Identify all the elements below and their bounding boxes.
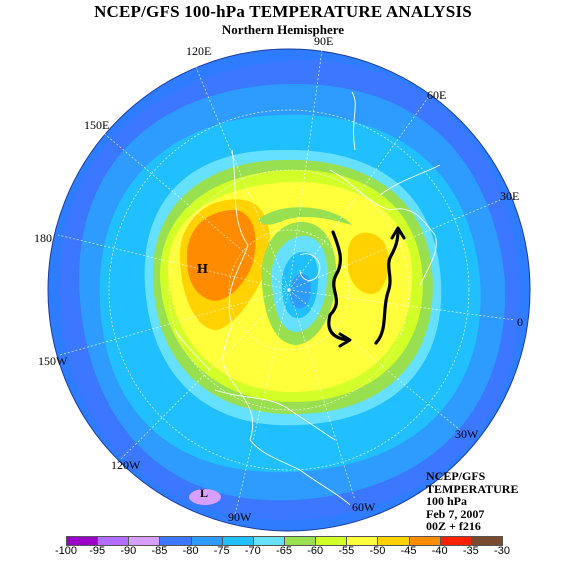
- info-model: NCEP/GFS: [426, 469, 486, 483]
- lon-label-30w: 30W: [455, 427, 479, 441]
- legend-tick-label: -35: [462, 545, 479, 557]
- legend-tick-label: -45: [400, 545, 417, 557]
- warm-pool-east-45: [348, 232, 389, 294]
- lon-label-150e: 150E: [84, 118, 110, 132]
- legend-tick-label: -60: [307, 545, 324, 557]
- legend-tick-label: -90: [120, 545, 137, 557]
- legend-tick-label: -50: [369, 545, 386, 557]
- lon-label-120e: 120E: [186, 44, 212, 58]
- info-level: 100 hPa: [426, 494, 468, 508]
- info-block: NCEP/GFS TEMPERATURE 100 hPa Feb 7, 2007…: [426, 470, 518, 533]
- legend-tick-label: -100: [54, 545, 78, 557]
- lon-label-150w: 150W: [38, 354, 68, 368]
- info-date: Feb 7, 2007: [426, 506, 485, 521]
- lon-label-0: 0: [517, 315, 523, 329]
- legend-tick-label: -85: [151, 545, 168, 557]
- lon-label-30e: 30E: [500, 189, 520, 203]
- cold-core-65: [271, 235, 328, 333]
- legend-tick-label: -55: [338, 545, 355, 557]
- green-arc: [258, 207, 352, 225]
- band-minus75: [79, 84, 506, 501]
- warm-pool-west-40: [186, 210, 256, 301]
- graticule: [57, 49, 516, 516]
- band-minus80: [59, 59, 521, 521]
- info-variable: TEMPERATURE: [426, 481, 519, 496]
- legend-tick-label: -30: [494, 545, 510, 557]
- legend-tick-label: -95: [89, 545, 106, 557]
- warm-pool-west-45: [180, 199, 270, 330]
- legend-tick-label: -80: [182, 545, 199, 557]
- lon-label-180: 180: [34, 231, 52, 245]
- cold-core-60: [261, 221, 337, 345]
- legend-swatch: [470, 536, 503, 546]
- band-minus50: [168, 181, 413, 393]
- high-marker: H: [197, 262, 208, 277]
- legend-tick-label: -65: [276, 545, 292, 557]
- legend-tick-label: -75: [213, 545, 230, 557]
- lon-label-120w: 120W: [111, 458, 141, 472]
- lon-label-60w: 60W: [352, 500, 376, 514]
- chart-title: NCEP/GFS 100-hPa TEMPERATURE ANALYSIS: [94, 2, 472, 21]
- band-minus65: [144, 149, 442, 426]
- legend-tick-label: -40: [431, 545, 448, 557]
- cold-core-70: [281, 251, 319, 319]
- band-minus55: [160, 169, 423, 403]
- coastlines: [174, 91, 441, 506]
- lon-label-90w: 90W: [228, 510, 252, 524]
- legend-tick-label: -70: [244, 545, 261, 557]
- chart-subtitle: Northern Hemisphere: [221, 22, 345, 37]
- band-minus60: [152, 159, 433, 415]
- color-legend: [66, 536, 503, 548]
- lon-label-60e: 60E: [427, 88, 447, 102]
- info-run: 00Z + f216: [426, 519, 481, 533]
- lon-label-90e: 90E: [314, 34, 334, 48]
- low-marker: L: [200, 486, 209, 500]
- band-minus70: [99, 114, 481, 473]
- cold-core-75: [290, 273, 311, 309]
- drawn-arrows: [327, 226, 406, 348]
